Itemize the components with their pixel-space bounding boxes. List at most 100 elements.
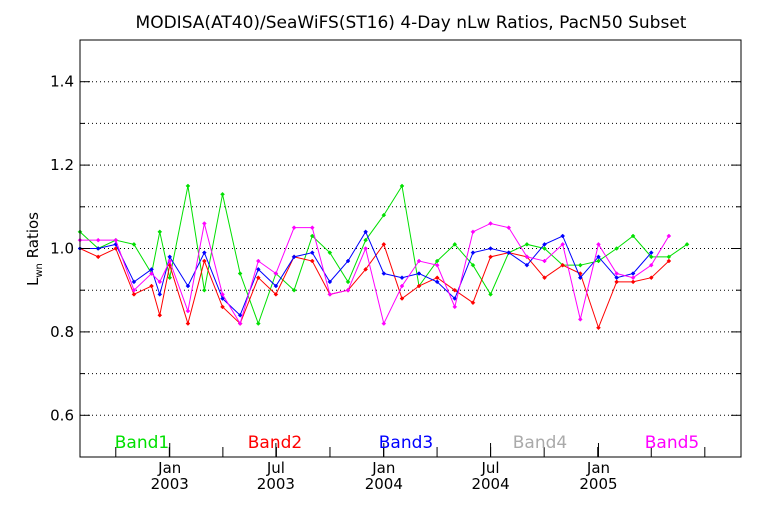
- point-band3-21: [434, 279, 440, 285]
- series-line-band3: [80, 230, 652, 317]
- point-band2-33: [648, 275, 654, 281]
- point-band1-15: [327, 250, 333, 256]
- x-tick-month-2: Jan: [371, 459, 395, 477]
- point-band1-6: [167, 275, 173, 281]
- x-tick-year-2: 2004: [365, 475, 403, 493]
- point-band5-21: [434, 262, 440, 268]
- point-band5-28: [560, 241, 566, 247]
- series-band5: [77, 221, 672, 326]
- point-band5-34: [666, 233, 672, 239]
- point-band3-30: [596, 254, 601, 260]
- point-band2-11: [255, 275, 261, 281]
- series-band3: [77, 229, 654, 318]
- point-band3-9: [220, 296, 225, 301]
- point-band2-3: [131, 292, 137, 297]
- x-tick-month-4: Jan: [586, 459, 610, 477]
- point-band5-30: [596, 241, 601, 247]
- point-band3-10: [237, 312, 243, 318]
- series-line-band1: [79, 184, 688, 326]
- point-band1-33: [648, 254, 654, 260]
- point-band1-32: [630, 233, 636, 239]
- series-band1: [77, 183, 690, 326]
- x-tick-year-0: 2003: [151, 475, 189, 493]
- point-band5-25: [506, 225, 512, 231]
- legend: Band1 Band2 Band3 Band4 Band5: [115, 433, 699, 453]
- point-band2-8: [201, 258, 207, 264]
- point-band1-23: [470, 262, 476, 268]
- point-band1-17: [363, 237, 368, 243]
- point-band1-26: [524, 241, 530, 247]
- point-band5-8: [201, 221, 207, 226]
- point-band5-10: [237, 321, 243, 326]
- point-band1-5: [157, 229, 163, 235]
- point-band2-1: [95, 254, 101, 260]
- point-band3-25: [506, 250, 512, 256]
- point-band3-11: [255, 266, 261, 272]
- point-band2-27: [542, 275, 547, 281]
- point-band1-9: [220, 191, 225, 197]
- point-band2-17: [363, 266, 368, 272]
- point-band2-14: [309, 258, 315, 264]
- point-band3-29: [577, 275, 583, 281]
- point-band1-31: [614, 246, 620, 251]
- point-band5-24: [488, 221, 493, 226]
- point-band5-16: [345, 287, 351, 293]
- point-band5-1: [95, 237, 101, 243]
- point-band5-5: [157, 279, 163, 285]
- point-band2-5: [157, 312, 163, 318]
- point-band5-22: [452, 304, 458, 310]
- legend-band4: Band4: [513, 433, 567, 453]
- point-band2-7: [185, 321, 191, 326]
- point-band5-26: [524, 254, 530, 260]
- point-band2-12: [273, 292, 279, 297]
- legend-band3: Band3: [379, 433, 433, 453]
- point-band2-9: [220, 304, 225, 310]
- y-tick-label-3: 1.2: [50, 156, 74, 174]
- point-band1-22: [452, 241, 458, 247]
- point-band3-7: [185, 283, 191, 289]
- point-band2-34: [666, 258, 672, 264]
- point-band3-23: [470, 250, 476, 256]
- point-band3-33: [648, 250, 654, 256]
- point-band2-30: [596, 325, 601, 331]
- point-band5-12: [273, 271, 279, 276]
- point-band3-19: [399, 275, 405, 281]
- point-band1-13: [291, 287, 297, 293]
- point-band3-22: [452, 296, 458, 301]
- point-band3-12: [273, 283, 279, 289]
- point-band3-31: [614, 275, 620, 281]
- point-band2-32: [630, 279, 636, 285]
- point-band5-31: [614, 271, 620, 276]
- tick-labels: 0.60.81.01.21.4Jan2003Jul2003Jan2004Jul2…: [50, 73, 741, 493]
- point-band1-11: [255, 321, 261, 326]
- point-band2-4: [149, 283, 154, 289]
- point-band3-13: [291, 254, 297, 260]
- point-band5-33: [648, 262, 654, 268]
- y-tick-label-1: 0.8: [50, 323, 74, 341]
- point-band2-19: [399, 296, 405, 301]
- point-band3-18: [381, 271, 387, 276]
- point-band3-14: [309, 250, 315, 256]
- point-band3-17: [363, 229, 368, 235]
- point-band1-3: [131, 241, 137, 247]
- point-band5-20: [416, 258, 422, 264]
- legend-band2: Band2: [248, 433, 302, 453]
- x-tick-month-3: Jul: [481, 459, 500, 477]
- point-band5-7: [185, 308, 191, 314]
- point-band2-23: [470, 300, 476, 306]
- point-band5-15: [327, 292, 333, 297]
- point-band3-15: [327, 279, 333, 285]
- point-band5-23: [470, 229, 476, 235]
- x-tick-year-4: 2005: [579, 475, 617, 493]
- point-band1-29: [577, 262, 583, 268]
- point-band1-16: [345, 279, 351, 285]
- point-band5-17: [363, 246, 368, 251]
- point-band3-3: [131, 279, 137, 285]
- point-band3-8: [201, 250, 207, 256]
- point-band3-5: [157, 292, 163, 297]
- point-band2-22: [452, 287, 458, 293]
- point-band2-20: [416, 283, 422, 289]
- point-band5-29: [577, 317, 583, 322]
